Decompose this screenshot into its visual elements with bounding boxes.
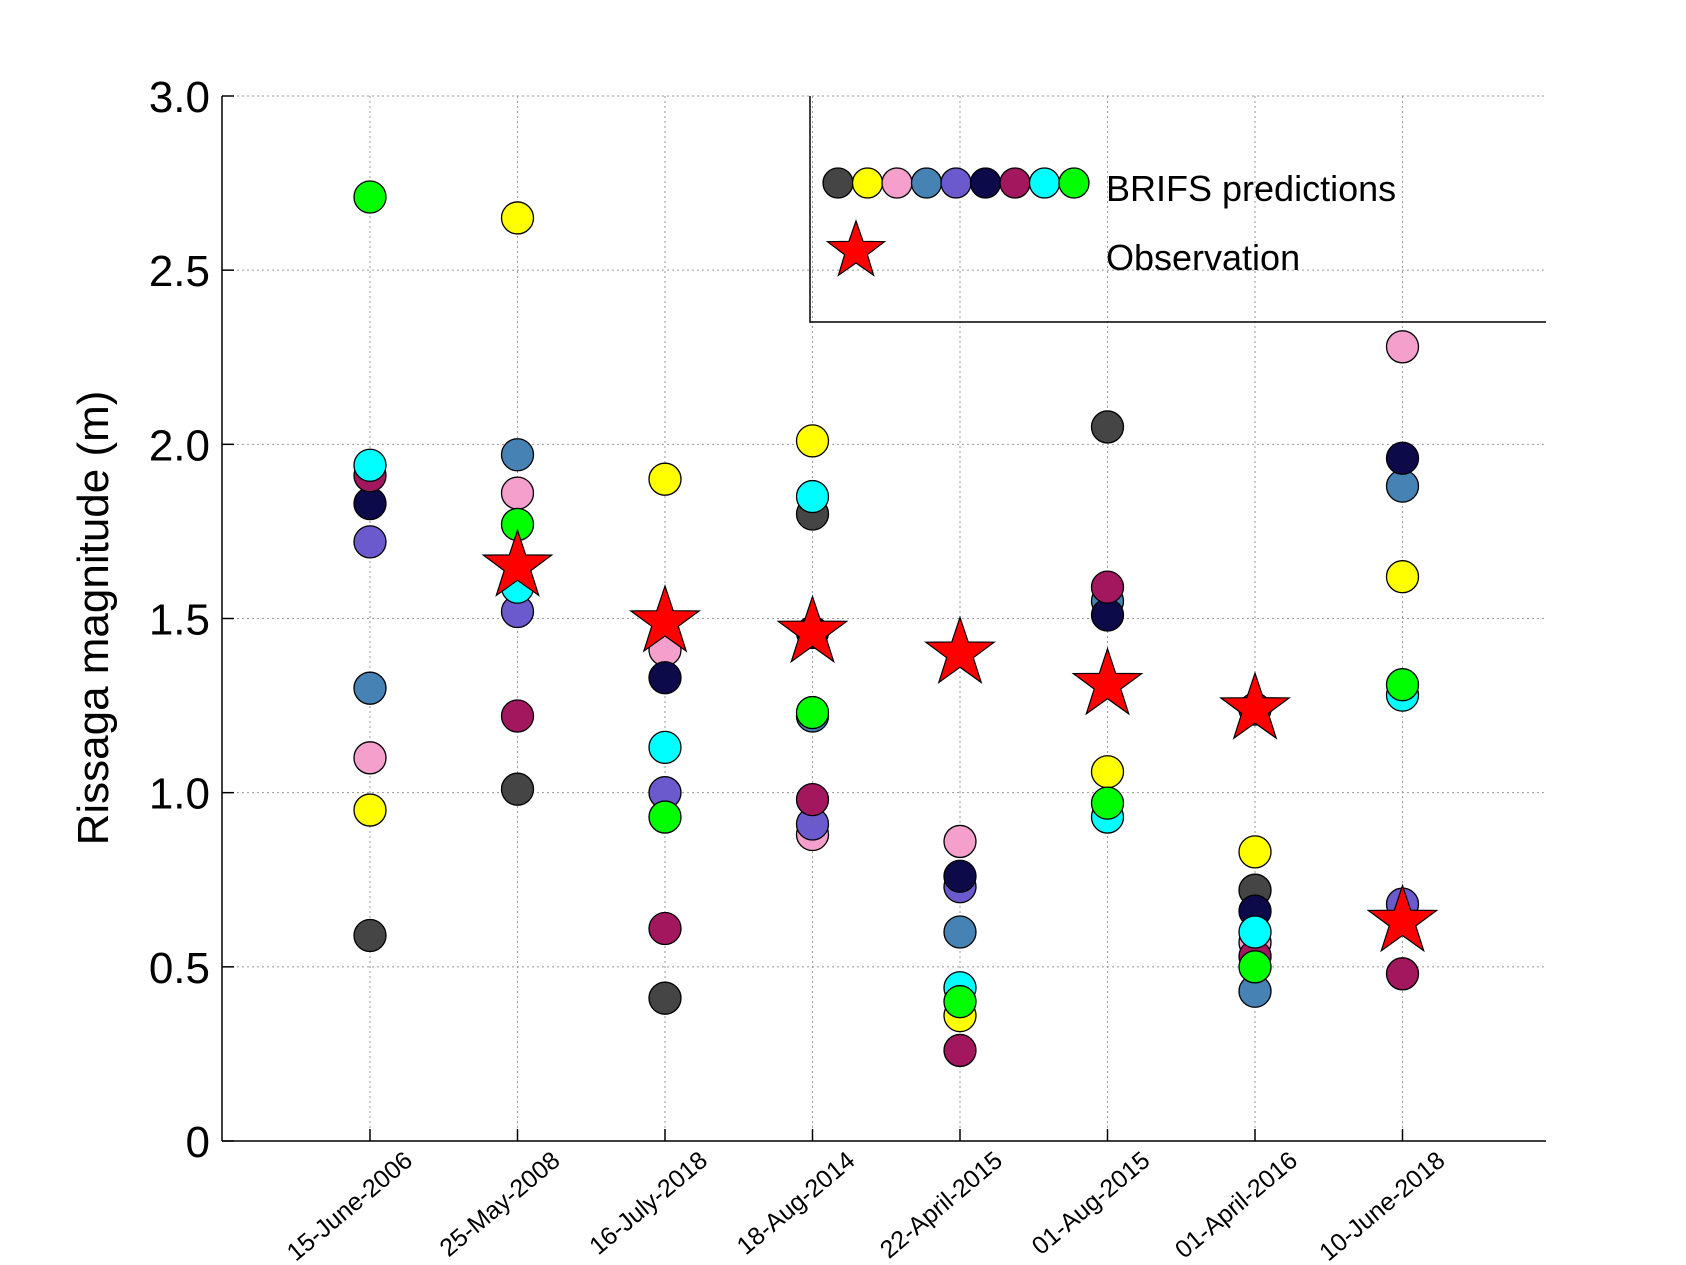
y-tick-label: 3.0	[149, 73, 210, 122]
prediction-point	[500, 438, 535, 472]
observation-star	[1366, 883, 1439, 953]
legend-prediction-dot	[999, 167, 1031, 199]
prediction-point	[648, 981, 682, 1015]
y-tick-labels: 0 0.5 1.0 1.5 2.0 2.5 3.0	[149, 73, 234, 1167]
y-tick-label: 1.5	[149, 596, 210, 645]
prediction-point	[500, 772, 535, 806]
observation-star	[776, 594, 849, 664]
prediction-point	[353, 918, 387, 953]
prediction-point	[1090, 410, 1125, 444]
legend-prediction-dot	[1058, 167, 1090, 199]
y-tick-label: 2.5	[149, 247, 210, 296]
observation-star	[481, 528, 554, 597]
prediction-point	[943, 1033, 977, 1068]
prediction-point	[353, 525, 387, 559]
prediction-point	[648, 730, 682, 765]
observation-star	[1071, 646, 1144, 716]
y-tick-label: 0	[186, 1118, 210, 1167]
observation-star	[628, 584, 702, 653]
legend-prediction-dot	[881, 167, 913, 199]
legend-observation-marker	[825, 219, 887, 277]
x-tick-label: 22-April-2015	[875, 1146, 1008, 1264]
prediction-point	[1090, 598, 1125, 632]
x-tick-label: 15-June-2006	[282, 1146, 418, 1265]
prediction-point	[1385, 957, 1420, 991]
y-axis-label: Rissaga magnitude (m)	[69, 391, 118, 846]
prediction-point	[500, 476, 535, 510]
prediction-point	[795, 695, 830, 730]
legend-box	[809, 96, 1546, 323]
prediction-point	[1238, 835, 1272, 869]
x-tick-label: 01-Aug-2015	[1027, 1146, 1156, 1260]
legend-prediction-dot	[910, 167, 943, 199]
prediction-point	[1385, 469, 1420, 503]
prediction-point	[1090, 755, 1125, 789]
prediction-point	[943, 915, 977, 949]
x-tick-label: 01-April-2016	[1170, 1146, 1303, 1264]
observation-star	[1219, 671, 1291, 740]
legend-observation-label: Observation	[1106, 237, 1300, 278]
prediction-point	[795, 424, 830, 458]
prediction-point	[648, 462, 682, 496]
legend: BRIFS predictions Observation	[809, 96, 1546, 323]
prediction-point	[648, 661, 682, 695]
legend-observation-star	[825, 219, 887, 277]
y-tick-label: 1.0	[149, 770, 210, 819]
prediction-point	[648, 911, 682, 946]
prediction-point	[795, 782, 830, 817]
prediction-point	[1385, 668, 1420, 702]
x-tick-label: 16-July-2018	[584, 1146, 713, 1260]
prediction-point	[1385, 560, 1420, 594]
prediction-point	[1385, 330, 1420, 364]
legend-prediction-dot	[940, 167, 972, 199]
prediction-point	[943, 824, 977, 859]
prediction-point	[353, 671, 387, 705]
prediction-point	[353, 741, 387, 775]
prediction-point	[943, 859, 977, 893]
prediction-point	[353, 486, 387, 521]
x-tick-label: 25-May-2008	[435, 1146, 566, 1262]
prediction-point	[353, 793, 387, 827]
observation-star	[924, 615, 996, 685]
prediction-point	[500, 201, 535, 235]
x-tick-label: 10-June-2018	[1314, 1146, 1450, 1265]
prediction-point	[353, 448, 387, 482]
legend-prediction-dot	[1028, 167, 1061, 199]
prediction-point	[1238, 915, 1272, 949]
prediction-point	[943, 985, 977, 1019]
y-tick-label: 0.5	[149, 944, 210, 993]
legend-prediction-markers	[822, 167, 1090, 199]
legend-prediction-dot	[822, 167, 854, 199]
prediction-point	[1385, 441, 1420, 475]
prediction-point	[1090, 786, 1125, 820]
prediction-point	[1090, 570, 1125, 604]
legend-prediction-dot	[851, 167, 884, 199]
prediction-point	[795, 479, 830, 514]
observation-stars	[481, 528, 1439, 953]
prediction-point	[648, 800, 682, 834]
legend-predictions-label: BRIFS predictions	[1106, 168, 1396, 209]
y-tick-label: 2.0	[149, 421, 210, 470]
prediction-point	[1238, 950, 1272, 984]
prediction-point	[500, 699, 535, 733]
prediction-point	[353, 180, 387, 214]
legend-prediction-dot	[969, 167, 1002, 199]
x-tick-label: 18-Aug-2014	[732, 1146, 861, 1260]
x-tick-labels: 15-June-2006 25-May-2008 16-July-2018 18-Au…	[282, 1129, 1450, 1265]
